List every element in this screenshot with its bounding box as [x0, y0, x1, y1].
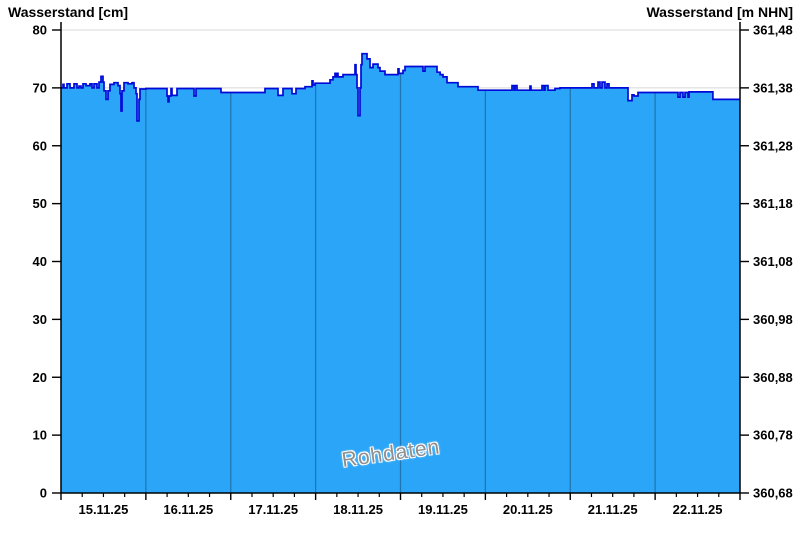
- y-tick-label-right: 361,38: [753, 80, 793, 95]
- y-tick-label-left: 50: [33, 196, 47, 211]
- y-tick-label-right: 361,48: [753, 23, 793, 38]
- y-tick-label-right: 360,88: [753, 370, 793, 385]
- day-separators: [145, 53, 656, 493]
- y-tick-label-right: 361,18: [753, 196, 793, 211]
- y-tick-label-left: 70: [33, 80, 47, 95]
- right-axis-title: Wasserstand [m NHN]: [646, 4, 793, 20]
- y-tick-label-left: 0: [40, 486, 47, 501]
- y-tick-label-left: 20: [33, 370, 47, 385]
- x-tick-label: 16.11.25: [163, 502, 213, 517]
- y-tick-label-left: 40: [33, 254, 47, 269]
- y-tick-label-left: 60: [33, 138, 47, 153]
- water-level-area: [61, 53, 740, 493]
- y-tick-label-right: 360,78: [753, 428, 793, 443]
- y-tick-label-left: 10: [33, 428, 47, 443]
- y-tick-label-left: 80: [33, 23, 47, 38]
- x-tick-label: 17.11.25: [248, 502, 298, 517]
- y-tick-label-left: 30: [33, 312, 47, 327]
- x-tick-label: 21.11.25: [588, 502, 638, 517]
- x-tick-label: 22.11.25: [673, 502, 723, 517]
- y-tick-label-right: 361,28: [753, 138, 793, 153]
- left-axis-title: Wasserstand [cm]: [8, 4, 129, 20]
- water-level-line: [61, 52, 740, 122]
- y-tick-label-right: 360,98: [753, 312, 793, 327]
- x-tick-label: 19.11.25: [418, 502, 468, 517]
- y-tick-label-right: 360,68: [753, 486, 793, 501]
- x-tick-label: 15.11.25: [78, 502, 128, 517]
- x-tick-label: 18.11.25: [333, 502, 383, 517]
- y-tick-label-right: 361,08: [753, 254, 793, 269]
- x-tick-label: 20.11.25: [503, 502, 553, 517]
